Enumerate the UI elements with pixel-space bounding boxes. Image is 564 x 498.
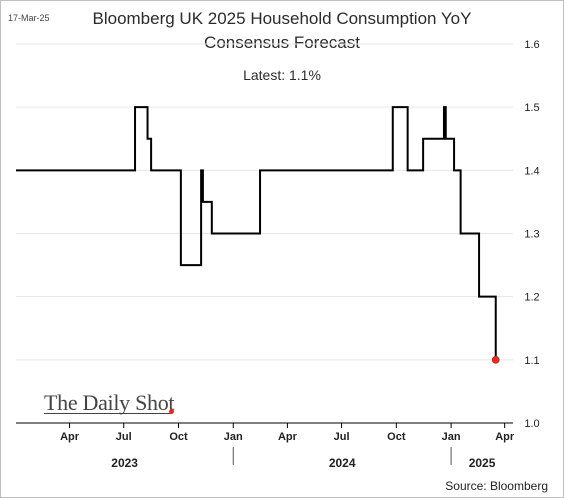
series-group <box>16 106 500 364</box>
year-label: 2023 <box>111 456 138 470</box>
y-tick-label: 1.5 <box>524 102 539 114</box>
source-note: Source: Bloomberg <box>445 479 548 493</box>
year-label: 2024 <box>329 456 356 470</box>
x-tick-labels: Apr Jul Oct Jan Apr Jul Oct Jan Apr 2023 2024 2025 <box>60 431 515 470</box>
y-tick-label: 1.2 <box>524 292 539 304</box>
y-tick-label: 1.3 <box>524 229 539 241</box>
y-tick-label: 1.0 <box>524 418 539 430</box>
gridlines <box>16 43 513 361</box>
y-tick-label: 1.6 <box>524 39 539 51</box>
x-tick-label: Jan <box>224 431 243 443</box>
y-axis: 1.0 1.1 1.2 1.3 1.4 1.5 1.6 <box>524 39 539 430</box>
series-line <box>16 106 497 360</box>
chart-title-line1: Bloomberg UK 2025 Household Consumption … <box>92 9 472 28</box>
daily-shot-logo: The Daily Shot <box>44 390 175 415</box>
logo-red-dot <box>169 409 174 414</box>
x-axis <box>16 422 513 465</box>
y-tick-label: 1.4 <box>524 165 539 177</box>
x-tick-label: Jul <box>116 431 132 443</box>
year-label: 2025 <box>469 456 496 470</box>
date-stamp: 17-Mar-25 <box>8 13 50 23</box>
y-tick-label: 1.1 <box>524 355 539 367</box>
x-tick-label: Jan <box>442 431 461 443</box>
latest-point-marker <box>491 356 500 364</box>
x-tick-label: Oct <box>387 431 406 443</box>
x-tick-label: Apr <box>60 431 80 443</box>
x-tick-label: Apr <box>278 431 298 443</box>
x-tick-label: Oct <box>169 431 188 443</box>
x-tick-label: Jul <box>334 431 350 443</box>
chart-title-line2: Consensus Forecast <box>204 33 360 52</box>
latest-value-label: Latest: 1.1% <box>243 67 321 83</box>
logo-underline <box>44 413 171 414</box>
x-tick-label: Apr <box>495 431 515 443</box>
